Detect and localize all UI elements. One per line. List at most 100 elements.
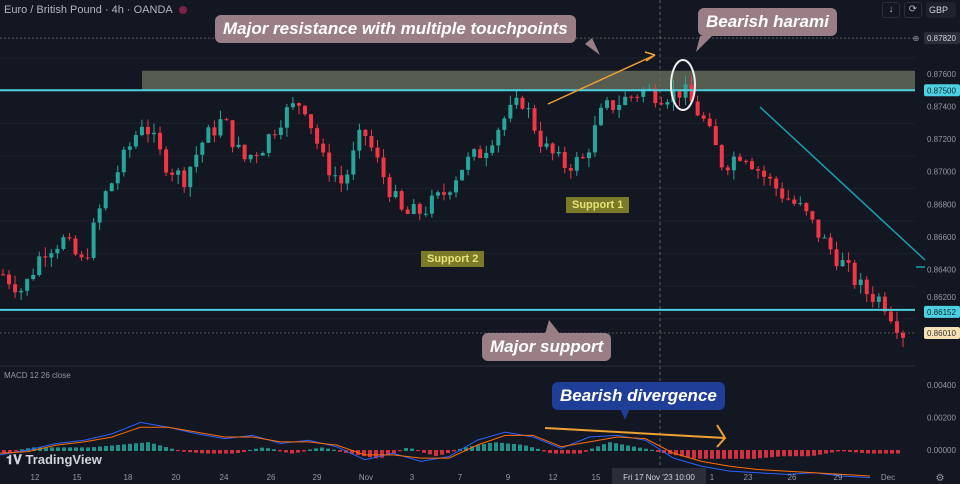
candle-body [200, 142, 205, 155]
price-label-bg [924, 84, 960, 97]
macd-histogram-bar [788, 450, 792, 457]
macd-histogram-bar [602, 444, 606, 451]
time-tick: 20 [172, 473, 181, 482]
candle-body [550, 143, 555, 154]
macd-histogram-bar [332, 449, 336, 451]
macd-histogram-bar [824, 450, 828, 454]
macd-histogram-bar [608, 442, 612, 451]
harami-callout: Bearish harami [698, 8, 837, 36]
candle-body [768, 176, 773, 179]
download-icon[interactable]: ↓ [882, 2, 900, 18]
macd-histogram-bar [80, 447, 84, 451]
candle-body [242, 144, 247, 160]
macd-histogram-bar [140, 442, 144, 451]
macd-histogram-bar [404, 448, 408, 451]
macd-histogram-bar [170, 448, 174, 451]
candle-body [423, 213, 428, 215]
macd-histogram-bar [470, 446, 474, 451]
candle-body [737, 156, 742, 161]
macd-tick: 0.00200 [927, 414, 956, 423]
candle-body [544, 143, 549, 147]
candle-body [188, 166, 193, 188]
add-alert-icon[interactable]: ⊕ [913, 34, 920, 43]
macd-tick: 0.00000 [927, 446, 956, 455]
macd-histogram-bar [98, 446, 102, 451]
macd-histogram-bar [188, 450, 192, 453]
time-tick: 23 [744, 473, 753, 482]
macd-histogram-bar [716, 450, 720, 459]
candle-body [254, 154, 259, 156]
candle-body [272, 134, 277, 136]
candle-body [164, 149, 169, 173]
candle-body [858, 279, 863, 286]
candle-body [218, 119, 223, 136]
macd-histogram-bar [248, 449, 252, 451]
candle-body [19, 290, 24, 293]
candle-body [224, 119, 229, 121]
macd-histogram-bar [596, 446, 600, 451]
candle-body [629, 96, 634, 98]
time-tick: 3 [410, 473, 415, 482]
candle-body [170, 172, 175, 175]
candle-body [605, 100, 610, 108]
macd-histogram-bar [86, 447, 90, 451]
macd-histogram-bar [266, 448, 270, 451]
currency-select[interactable]: GBP [926, 2, 956, 18]
price-tick: 0.87400 [927, 103, 956, 112]
candle-body [623, 96, 628, 105]
macd-histogram-bar [260, 447, 264, 451]
macd-histogram-bar [464, 447, 468, 451]
macd-histogram-bar [284, 450, 288, 453]
macd-histogram-bar [416, 450, 420, 452]
time-tick: 29 [313, 473, 322, 482]
resistance-arrow [547, 54, 656, 105]
candle-body [822, 237, 827, 239]
macd-histogram-bar [146, 442, 150, 451]
macd-histogram-bar [164, 447, 168, 451]
candle-body [182, 170, 187, 188]
candle-body [792, 199, 797, 204]
candle-body [284, 107, 289, 128]
time-tick: 15 [73, 473, 82, 482]
callout-tail [545, 320, 560, 334]
macd-histogram-bar [440, 450, 444, 455]
macd-histogram-bar [554, 450, 558, 454]
price-tick: 0.86400 [927, 265, 956, 274]
macd-histogram-bar [536, 448, 540, 451]
candle-body [417, 204, 422, 214]
macd-histogram-bar [656, 450, 660, 452]
macd-histogram-bar [194, 450, 198, 453]
candle-body [743, 160, 748, 162]
time-tick: Nov [359, 473, 373, 482]
macd-histogram-bar [272, 449, 276, 451]
macd-histogram-bar [512, 443, 516, 451]
candle-body [901, 332, 905, 338]
macd-histogram-bar [242, 450, 246, 452]
candle-body [828, 237, 833, 250]
macd-histogram-bar [842, 450, 846, 452]
macd-histogram-bar [218, 450, 222, 454]
settings-icon[interactable]: ⚙ [936, 473, 945, 484]
candle-body [158, 132, 163, 150]
macd-histogram-bar [152, 443, 156, 451]
time-tick: 1 [710, 473, 715, 482]
macd-histogram-bar [452, 450, 456, 452]
macd-histogram-bar [578, 450, 582, 454]
macd-histogram-bar [14, 450, 18, 452]
candle-body [454, 180, 459, 193]
macd-label: MACD 12 26 close [4, 371, 71, 380]
macd-histogram-bar [644, 448, 648, 451]
candle-body [653, 88, 658, 104]
macd-histogram-bar [680, 450, 684, 457]
candle-body [411, 204, 416, 214]
macd-histogram-bar [296, 450, 300, 453]
macd-histogram-bar [872, 450, 876, 454]
candle-body [592, 125, 597, 153]
macd-histogram-bar [374, 450, 378, 459]
candle-body [713, 126, 718, 146]
candle-body [834, 249, 839, 267]
candle-body [393, 191, 398, 198]
refresh-icon[interactable]: ⟳ [904, 2, 922, 18]
candle-body [490, 145, 495, 153]
